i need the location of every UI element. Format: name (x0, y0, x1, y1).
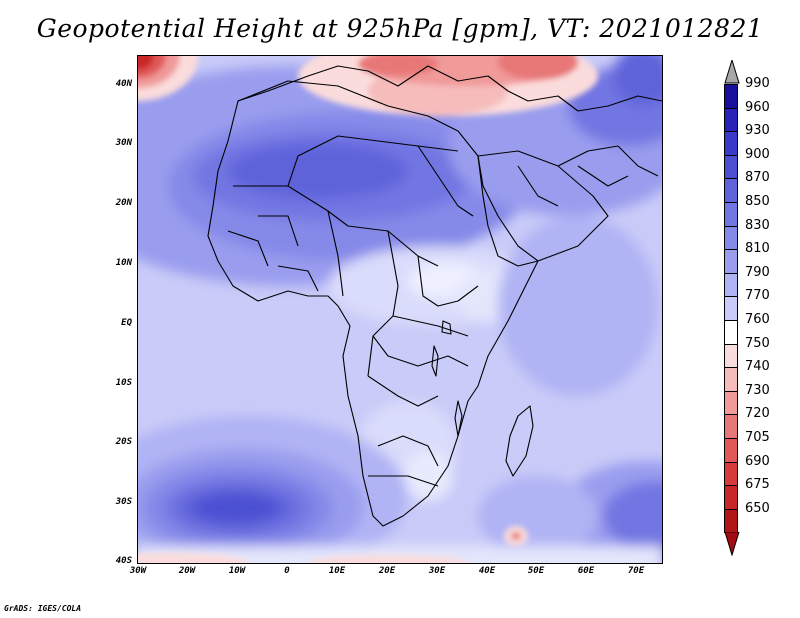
colorbar-level-label: 900 (745, 146, 770, 162)
lat-label-10n: 10N (115, 258, 132, 268)
colorbar-level-label: 690 (745, 453, 770, 469)
lat-label-20s: 20S (115, 437, 132, 447)
colorbar-cell (724, 107, 738, 133)
colorbar-level-label: 850 (745, 194, 770, 209)
colorbar-cell (724, 154, 738, 180)
colorbar-cell (724, 84, 738, 109)
colorbar-cell (724, 390, 738, 416)
colorbar-cell (724, 320, 738, 345)
lon-label-30w: 30W (129, 566, 147, 576)
colorbar-under-arrow (724, 532, 740, 557)
colorbar-over-arrow (724, 60, 740, 84)
lon-label-10w: 10W (228, 566, 246, 576)
colorbar-cell (724, 367, 738, 392)
colorbar-level-label: 810 (745, 241, 770, 257)
lon-label-50e: 50E (527, 566, 545, 576)
colorbar-cell (724, 249, 738, 274)
colorbar-cell (724, 485, 738, 510)
lat-label-30n: 30N (115, 138, 132, 148)
lat-label-10s: 10S (115, 378, 132, 388)
colorbar-cell (724, 225, 738, 251)
colorbar-level-label: 830 (745, 217, 770, 233)
colorbar-cell (724, 178, 738, 203)
colorbar-level-label: 675 (745, 477, 770, 493)
grads-credit: GrADS: IGES/COLA (4, 604, 82, 613)
lon-label-10e: 10E (328, 566, 346, 576)
lon-label-70e: 70E (627, 566, 645, 576)
colorbar-cell (724, 508, 738, 534)
lat-label-eq: EQ (121, 318, 132, 328)
colorbar-level-label: 730 (745, 382, 770, 398)
colorbar-level-label: 990 (745, 76, 770, 91)
colorbar-cell (724, 202, 738, 227)
colorbar-level-label: 760 (745, 312, 770, 327)
colorbar-level-label: 750 (745, 335, 770, 351)
colorbar-level-label: 870 (745, 170, 770, 186)
colorbar-level-label: 960 (745, 99, 770, 115)
lon-label-30e: 30E (428, 566, 446, 576)
map-plot-area (137, 55, 663, 564)
lat-label-20n: 20N (115, 198, 132, 208)
lon-label-40e: 40E (478, 566, 496, 576)
colorbar-level-label: 705 (745, 430, 770, 445)
lon-label-0: 0 (284, 566, 290, 576)
map-title: Geopotential Height at 925hPa [gpm], VT:… (36, 14, 764, 43)
colorbar-cell (724, 131, 738, 156)
colorbar-level-label: 720 (745, 406, 770, 422)
lat-label-30s: 30S (115, 497, 132, 507)
colorbar-cell (724, 461, 738, 487)
colorbar-level-label: 770 (745, 288, 770, 304)
colorbar-cell (724, 414, 738, 439)
colorbar-level-label: 650 (745, 500, 770, 516)
colorbar-cell (724, 272, 738, 298)
lon-label-20w: 20W (178, 566, 196, 576)
colorbar-level-label: 930 (745, 123, 770, 139)
lon-label-20e: 20E (378, 566, 396, 576)
colorbar-level-label: 740 (745, 359, 770, 375)
lon-label-60e: 60E (577, 566, 595, 576)
lat-label-40s: 40S (115, 556, 132, 566)
geopotential-field (138, 56, 662, 563)
colorbar-cell (724, 438, 738, 463)
colorbar-level-label: 790 (745, 264, 770, 280)
lat-label-40n: 40N (115, 79, 132, 89)
coastlines (207, 65, 662, 527)
colorbar-cell (724, 296, 738, 321)
colorbar-cell (724, 343, 738, 369)
